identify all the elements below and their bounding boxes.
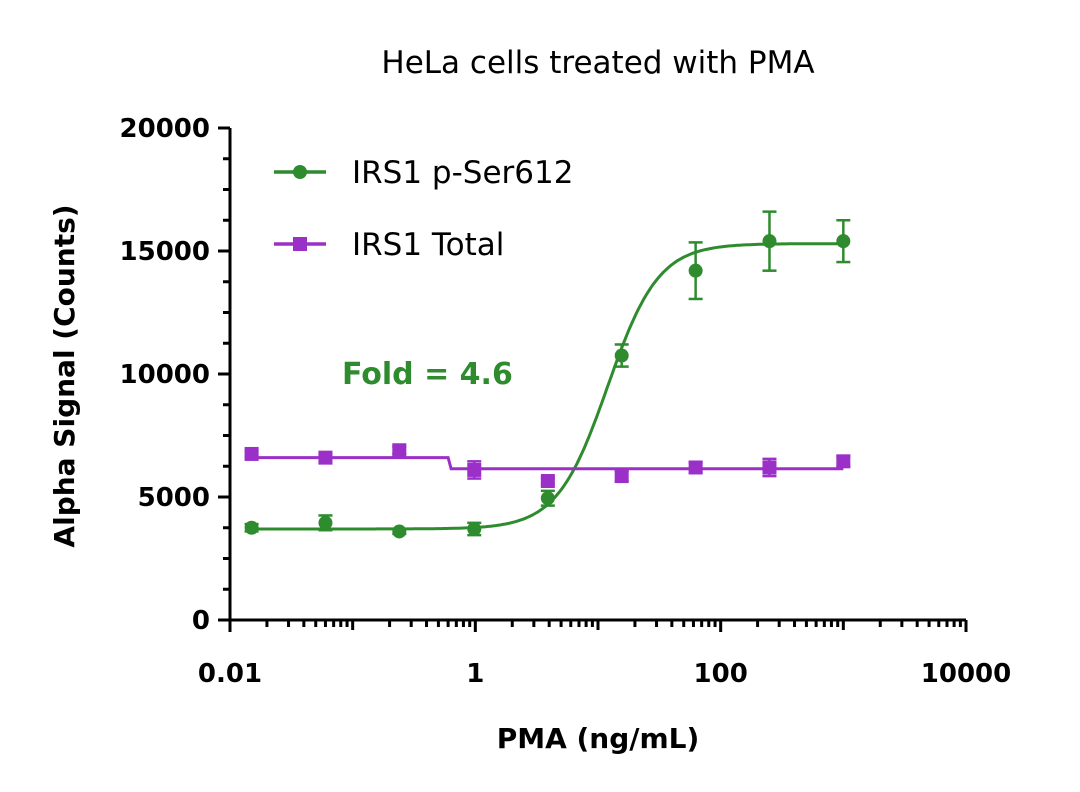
- x-axis-ticks: 0.01 1 100 10000: [198, 620, 1011, 689]
- data-point: [318, 515, 333, 530]
- data-point: [392, 524, 407, 539]
- data-point: [836, 234, 851, 249]
- data-point: [540, 491, 555, 506]
- legend-item: IRS1 Total: [274, 227, 504, 263]
- data-point: [244, 520, 259, 535]
- chart-title: HeLa cells treated with PMA: [381, 45, 814, 81]
- y-tick-label: 10000: [120, 360, 210, 390]
- series-2: [244, 443, 851, 489]
- data-point: [614, 348, 629, 363]
- legend-marker: [293, 165, 307, 179]
- data-point: [614, 469, 629, 484]
- data-point: [762, 234, 777, 249]
- series-curve: [251, 456, 844, 471]
- legend-item: IRS1 p-Ser612: [274, 155, 573, 191]
- data-point: [392, 443, 407, 458]
- y-tick-label: 15000: [120, 237, 210, 267]
- x-tick-label: 100: [694, 659, 748, 689]
- legend-label: IRS1 Total: [352, 227, 504, 263]
- x-tick-label: 10000: [921, 659, 1011, 689]
- axes: [228, 128, 966, 622]
- x-axis-label: PMA (ng/mL): [497, 722, 700, 755]
- y-tick-label: 5000: [138, 483, 210, 513]
- x-tick-label: 0.01: [198, 659, 262, 689]
- y-axis-ticks: 0 5000 10000 15000 20000: [120, 114, 230, 636]
- data-point: [688, 460, 703, 475]
- data-point: [688, 263, 703, 278]
- data-point: [467, 462, 482, 477]
- y-tick-label: 20000: [120, 114, 210, 144]
- series-layer: [244, 210, 851, 539]
- x-tick-label: 1: [466, 659, 484, 689]
- data-point: [540, 474, 555, 489]
- legend-label: IRS1 p-Ser612: [352, 155, 573, 191]
- y-tick-label: 0: [192, 606, 210, 636]
- data-point: [836, 454, 851, 469]
- fold-annotation: Fold = 4.6: [342, 357, 513, 392]
- series-1: [244, 210, 851, 539]
- data-point: [244, 446, 259, 461]
- y-axis-label: Alpha Signal (Counts): [48, 204, 81, 547]
- legend-marker: [293, 237, 307, 251]
- data-point: [762, 460, 777, 475]
- legend: IRS1 p-Ser612 IRS1 Total: [274, 155, 573, 263]
- data-point: [318, 450, 333, 465]
- data-point: [467, 521, 482, 536]
